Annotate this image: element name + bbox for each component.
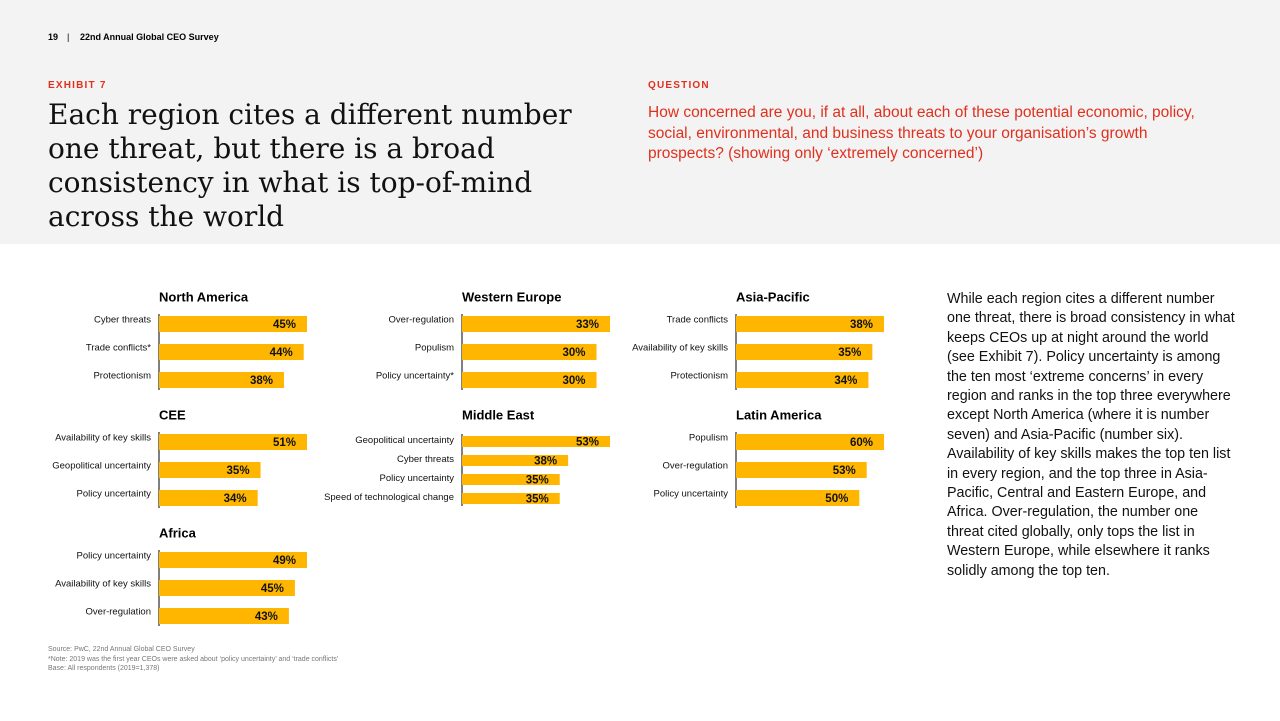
value-label: 34% <box>834 375 857 387</box>
separator: | <box>67 32 70 42</box>
value-label: 43% <box>255 611 278 623</box>
category-label: Over-regulation <box>663 461 728 472</box>
category-label: Over-regulation <box>389 315 454 326</box>
value-label: 53% <box>833 465 856 477</box>
footnote: Source: PwC, 22nd Annual Global CEO Surv… <box>48 646 195 653</box>
bar <box>159 608 289 624</box>
value-label: 45% <box>261 583 284 595</box>
question-text: How concerned are you, if at all, about … <box>648 104 1195 162</box>
category-label: Policy uncertainty <box>380 473 455 484</box>
category-label: Cyber threats <box>397 454 454 465</box>
bar <box>159 434 307 450</box>
body-text: While each region cites a different numb… <box>947 291 1235 579</box>
bar <box>462 474 560 485</box>
value-label: 38% <box>534 456 557 468</box>
value-label: 30% <box>563 347 586 359</box>
bar <box>736 490 860 506</box>
header-band <box>0 0 1280 244</box>
category-label: Protectionism <box>670 371 728 382</box>
exhibit-label: EXHIBIT 7 <box>48 80 107 91</box>
value-label: 30% <box>563 375 586 387</box>
value-label: 49% <box>273 555 296 567</box>
bar <box>159 462 261 478</box>
bar <box>159 580 295 596</box>
bar <box>462 493 560 504</box>
bar <box>159 372 284 388</box>
value-label: 38% <box>250 375 273 387</box>
question-label: QUESTION <box>648 80 710 91</box>
chart-title: Middle East <box>462 407 535 422</box>
publication: 22nd Annual Global CEO Survey <box>80 32 219 42</box>
category-label: Geopolitical uncertainty <box>355 435 454 446</box>
category-label: Policy uncertainty <box>77 489 152 500</box>
category-label: Availability of key skills <box>55 579 151 590</box>
bar <box>736 372 869 388</box>
category-label: Populism <box>415 343 454 354</box>
bar <box>462 316 610 332</box>
value-label: 44% <box>270 347 293 359</box>
value-label: 38% <box>850 319 873 331</box>
bar <box>462 372 597 388</box>
category-label: Over-regulation <box>86 607 151 618</box>
chart-title: North America <box>159 289 249 304</box>
value-label: 51% <box>273 437 296 449</box>
category-label: Speed of technological change <box>324 492 454 503</box>
footnote: Base: All respondents (2019=1,378) <box>48 665 160 672</box>
chart-title: Western Europe <box>462 289 561 304</box>
bar <box>736 316 884 332</box>
chart-title: Latin America <box>736 407 822 422</box>
category-label: Policy uncertainty <box>654 489 729 500</box>
chart-title: Asia-Pacific <box>736 289 810 304</box>
category-label: Geopolitical uncertainty <box>52 461 151 472</box>
value-label: 33% <box>576 319 599 331</box>
value-label: 50% <box>825 493 848 505</box>
chart-title: CEE <box>159 407 186 422</box>
value-label: 35% <box>526 494 549 506</box>
category-label: Cyber threats <box>94 315 151 326</box>
category-label: Policy uncertainty <box>77 551 152 562</box>
bar <box>736 434 884 450</box>
footnote: *Note: 2019 was the first year CEOs were… <box>48 656 339 663</box>
category-label: Availability of key skills <box>55 433 151 444</box>
value-label: 35% <box>227 465 250 477</box>
bar <box>462 344 597 360</box>
category-label: Trade conflicts* <box>86 343 151 354</box>
bar <box>736 344 873 360</box>
bar <box>159 490 258 506</box>
chart-title: Africa <box>159 525 197 540</box>
value-label: 45% <box>273 319 296 331</box>
value-label: 53% <box>576 437 599 449</box>
value-label: 35% <box>526 475 549 487</box>
bar <box>159 344 304 360</box>
category-label: Availability of key skills <box>632 343 728 354</box>
value-label: 34% <box>224 493 247 505</box>
bar <box>159 316 307 332</box>
exhibit-title: Each region cites a different number one… <box>48 98 572 233</box>
category-label: Trade conflicts <box>667 315 729 326</box>
bar <box>736 462 867 478</box>
bar <box>159 552 307 568</box>
category-label: Policy uncertainty* <box>376 371 454 382</box>
bar <box>462 436 610 447</box>
bar <box>462 455 569 466</box>
value-label: 60% <box>850 437 873 449</box>
category-label: Populism <box>689 433 728 444</box>
page-number: 19 <box>48 32 59 42</box>
category-label: Protectionism <box>93 371 151 382</box>
value-label: 35% <box>838 347 861 359</box>
